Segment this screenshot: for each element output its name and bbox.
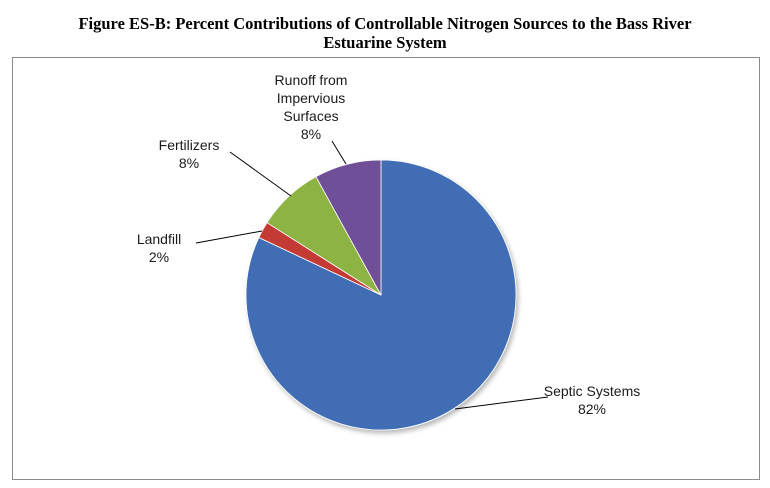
chart-title-line-1: Figure ES-B: Percent Contributions of Co…: [78, 14, 692, 33]
leader-lines: [195, 140, 549, 410]
slice-percent: 2%: [149, 249, 169, 265]
slice-labels: Septic Systems 82% Landfill 2% Fertilizers 8%…: [137, 72, 640, 417]
pie-slices: [245, 159, 517, 431]
leader-line-fertilizers: [229, 151, 292, 197]
slice-label-landfill: Landfill 2%: [137, 231, 181, 265]
leader-line-runoff-from-impervious-surfaces: [331, 140, 347, 165]
pie-slice-runoff-from-impervious-surfaces: [315, 159, 382, 296]
slice-label-fertilizers: Fertilizers 8%: [159, 137, 220, 171]
slice-percent: 82%: [578, 401, 606, 417]
slice-percent: 8%: [179, 155, 199, 171]
slice-label-septic-systems: Septic Systems 82%: [544, 383, 640, 417]
slice-name-line: Runoff from: [275, 72, 348, 88]
chart-title-line-2: Estuarine System: [323, 33, 447, 52]
slice-name-line: Surfaces: [283, 108, 338, 124]
slice-percent: 8%: [301, 126, 321, 142]
slice-name-line: Fertilizers: [159, 137, 220, 153]
slice-name-line: Landfill: [137, 231, 181, 247]
leader-line-septic-systems: [454, 396, 549, 410]
slice-name-line: Impervious: [277, 90, 345, 106]
chart-title: Figure ES-B: Percent Contributions of Co…: [0, 14, 770, 52]
slice-name-line: Septic Systems: [544, 383, 640, 399]
slice-label-runoff-from-impervious-surfaces: Runoff from Impervious Surfaces 8%: [275, 72, 348, 142]
leader-line-landfill: [195, 230, 263, 244]
